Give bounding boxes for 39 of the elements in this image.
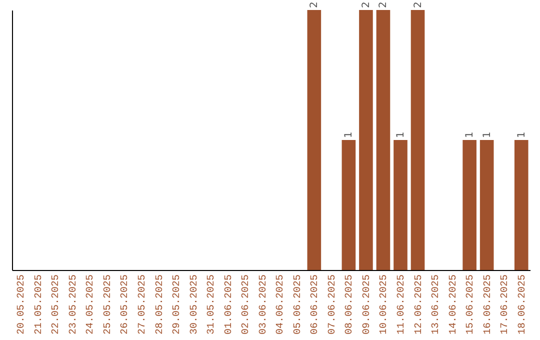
- x-tick-label: 26.05.2025: [120, 274, 132, 335]
- x-tick-label: 12.06.2025: [414, 274, 425, 335]
- x-tick-label: 29.05.2025: [172, 274, 184, 335]
- x-tick-label: 07.06.2025: [327, 274, 338, 335]
- x-tick-label: 18.06.2025: [517, 274, 528, 335]
- x-tick-label: 14.06.2025: [448, 274, 460, 335]
- x-tick-label: 13.06.2025: [431, 274, 442, 335]
- x-tick-label: 25.05.2025: [102, 274, 114, 335]
- x-tick-label: 16.06.2025: [482, 274, 494, 335]
- x-tick-label: 28.05.2025: [154, 274, 166, 335]
- x-tick-label: 05.06.2025: [292, 274, 304, 335]
- data-label: 1: [516, 132, 528, 138]
- x-tick-label: 10.06.2025: [379, 274, 390, 335]
- x-tick-label: 11.06.2025: [396, 274, 408, 335]
- data-label: 2: [378, 2, 390, 8]
- x-tick-label: 01.06.2025: [224, 274, 235, 335]
- x-tick-label: 06.06.2025: [310, 274, 322, 335]
- data-label: 1: [464, 132, 476, 138]
- x-tick-label: 03.06.2025: [258, 274, 270, 335]
- data-label: 1: [482, 132, 493, 138]
- data-label: 1: [396, 132, 406, 138]
- x-tick-label: 24.05.2025: [86, 274, 97, 335]
- x-tick-label: 08.06.2025: [344, 274, 356, 335]
- x-tick-label: 22.05.2025: [51, 274, 62, 335]
- data-label: 1: [344, 132, 355, 138]
- x-tick-label: 09.06.2025: [362, 274, 373, 335]
- data-label: 2: [309, 2, 320, 8]
- x-tick-label: 27.05.2025: [138, 274, 148, 335]
- data-label: 2: [360, 2, 372, 8]
- x-tick-label: 23.05.2025: [68, 274, 80, 335]
- data-label: 2: [412, 2, 424, 8]
- x-tick-label: 02.06.2025: [241, 274, 252, 335]
- x-tick-label: 04.06.2025: [276, 274, 287, 335]
- x-tick-label: 17.06.2025: [500, 274, 512, 335]
- x-tick-label: 30.05.2025: [189, 274, 200, 335]
- x-tick-label: 15.06.2025: [466, 274, 477, 335]
- x-tick-label: 20.05.2025: [16, 274, 28, 335]
- x-tick-label: 31.05.2025: [206, 274, 218, 335]
- x-tick-label: 21.05.2025: [34, 274, 45, 335]
